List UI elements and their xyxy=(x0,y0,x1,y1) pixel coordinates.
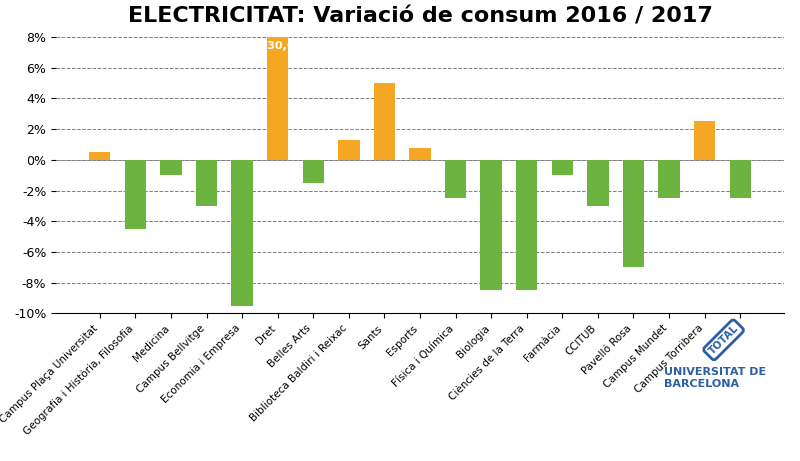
Text: UNIVERSITAT DE
BARCELONA: UNIVERSITAT DE BARCELONA xyxy=(664,367,766,389)
Bar xyxy=(410,148,430,160)
Bar xyxy=(658,160,680,198)
Bar xyxy=(89,152,110,160)
Bar xyxy=(231,160,253,306)
Bar xyxy=(125,160,146,229)
Title: ELECTRICITAT: Variació de consum 2016 / 2017: ELECTRICITAT: Variació de consum 2016 / … xyxy=(127,7,713,27)
Bar xyxy=(730,160,751,198)
Bar xyxy=(196,160,217,206)
Bar xyxy=(587,160,609,206)
Bar xyxy=(623,160,644,267)
Bar xyxy=(481,160,502,290)
Bar xyxy=(374,83,395,160)
Text: +30,6: +30,6 xyxy=(259,41,296,52)
Bar xyxy=(694,121,715,160)
Bar xyxy=(552,160,573,175)
Bar xyxy=(338,140,359,160)
Bar xyxy=(302,160,324,183)
Bar xyxy=(516,160,538,290)
Bar xyxy=(267,37,288,160)
Bar xyxy=(160,160,182,175)
Bar xyxy=(445,160,466,198)
